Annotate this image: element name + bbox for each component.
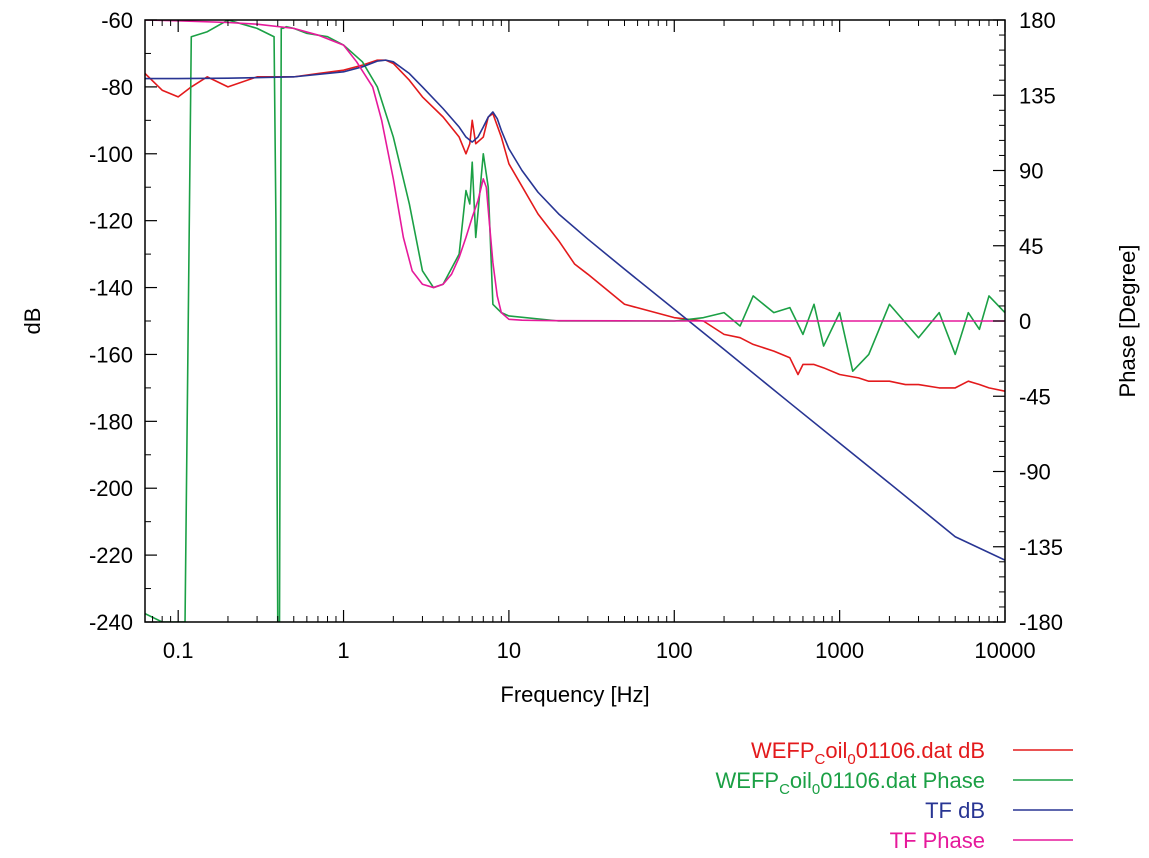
- x-tick-label: 0.1: [163, 638, 194, 663]
- series-line-2: [145, 59, 1005, 561]
- y2-tick-label: 90: [1019, 159, 1043, 184]
- y-axis-title: dB: [20, 308, 45, 335]
- ticks-layer: [145, 19, 1006, 623]
- y-tick-label: -180: [89, 409, 133, 434]
- x-tick-label: 10000: [974, 638, 1035, 663]
- series-layer: [145, 20, 1005, 622]
- legend-label-0: WEFPCoil001106.dat dB: [751, 738, 985, 768]
- y-tick-label: -140: [89, 276, 133, 301]
- y2-tick-label: 180: [1019, 8, 1056, 33]
- y2-tick-label: 45: [1019, 234, 1043, 259]
- y2-tick-label: -45: [1019, 384, 1051, 409]
- x-tick-label: 10: [497, 638, 521, 663]
- y-tick-label: -160: [89, 342, 133, 367]
- y-tick-label: -220: [89, 543, 133, 568]
- series-line-3: [145, 20, 1005, 322]
- legend-label-2: TF dB: [925, 798, 985, 823]
- y2-tick-label: -180: [1019, 610, 1063, 635]
- y-tick-label: -120: [89, 209, 133, 234]
- y2-tick-label: -90: [1019, 460, 1051, 485]
- y-tick-label: -200: [89, 476, 133, 501]
- y-tick-label: -80: [101, 75, 133, 100]
- legend: WEFPCoil001106.dat dBWEFPCoil001106.dat …: [716, 738, 1073, 853]
- y-tick-label: -60: [101, 8, 133, 33]
- legend-label-1: WEFPCoil001106.dat Phase: [716, 768, 986, 798]
- series-line-0: [145, 59, 1005, 393]
- y-tick-label: -100: [89, 142, 133, 167]
- y2-axis-title: Phase [Degree]: [1115, 245, 1140, 398]
- x-tick-label: 1000: [815, 638, 864, 663]
- legend-label-3: TF Phase: [890, 828, 985, 853]
- series-line-1: [145, 20, 1005, 622]
- y2-tick-label: 135: [1019, 83, 1056, 108]
- x-tick-label: 1: [337, 638, 349, 663]
- y2-tick-label: -135: [1019, 535, 1063, 560]
- x-tick-label: 100: [656, 638, 693, 663]
- y2-tick-label: 0: [1019, 309, 1031, 334]
- tick-labels-layer: 0.1 1 10 100 1000 10000 -60 -80 -100 -120 -140 -160…: [89, 8, 1063, 663]
- y-tick-label: -240: [89, 610, 133, 635]
- x-axis-title: Frequency [Hz]: [500, 682, 649, 707]
